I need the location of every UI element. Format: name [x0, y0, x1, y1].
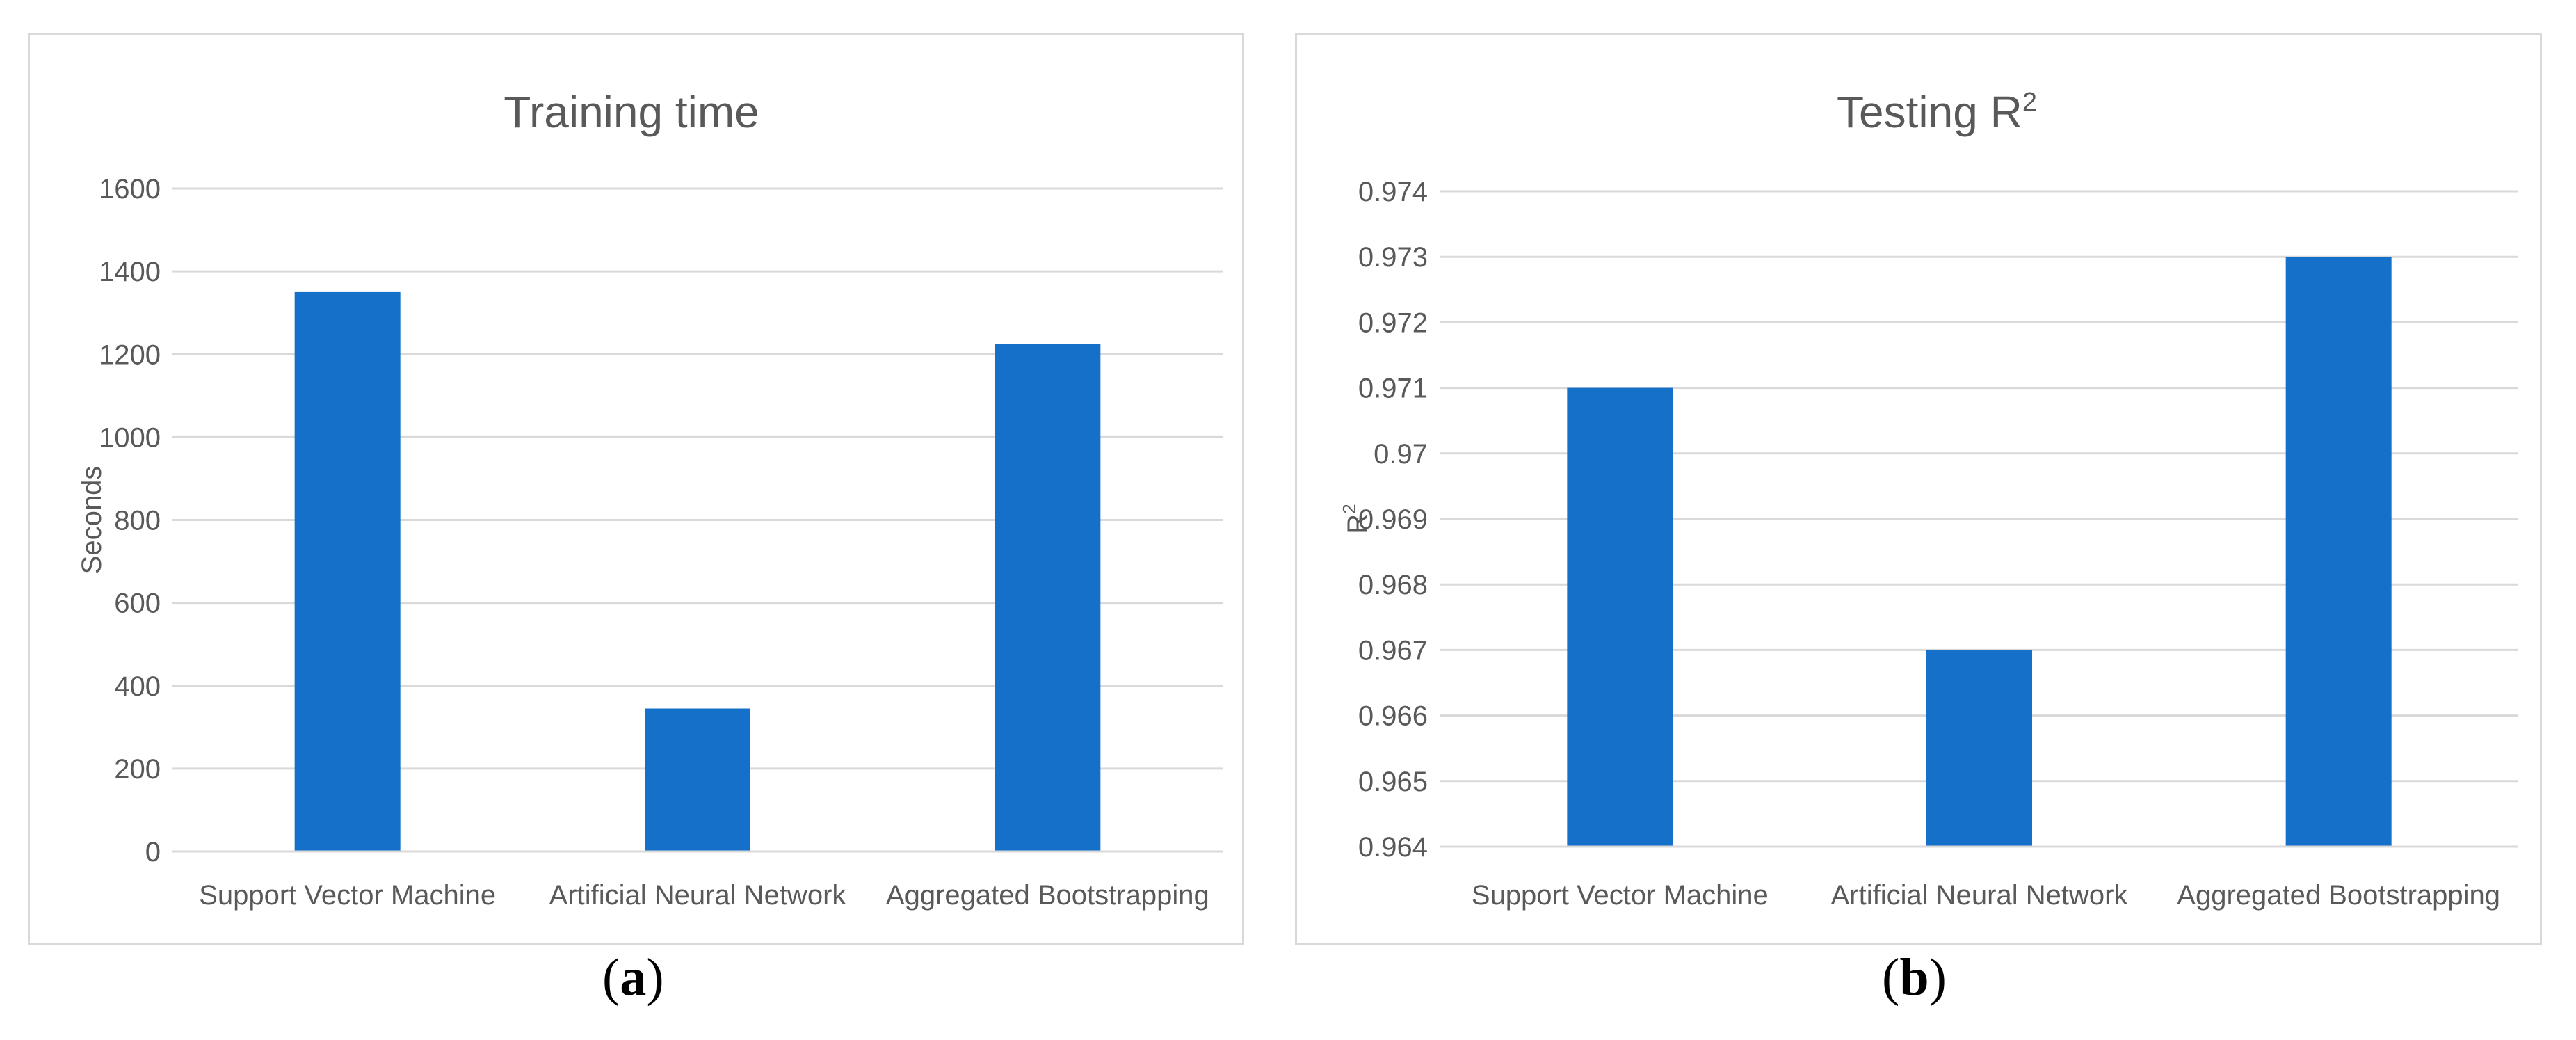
chart-title-text: Training time [504, 87, 759, 137]
panel-label-b-letter: b [1899, 948, 1929, 1007]
y-axis-title-text: Seconds [77, 466, 107, 575]
chart-title-superscript: 2 [2022, 88, 2037, 117]
x-category-label: Support Vector Machine [199, 880, 496, 911]
y-tick-label: 1400 [99, 257, 161, 287]
x-category-label: Artificial Neural Network [1831, 880, 2129, 911]
x-category-label: Aggregated Bootstrapping [2177, 880, 2500, 911]
y-axis-title: Seconds [77, 466, 107, 575]
x-category-label: Aggregated Bootstrapping [886, 880, 1209, 911]
y-tick-label: 0.966 [1358, 701, 1428, 732]
y-tick-label: 0.972 [1358, 307, 1428, 338]
y-tick-label: 600 [114, 589, 161, 619]
bar [2285, 257, 2392, 847]
chart-title: Training time [504, 87, 759, 137]
y-tick-label: 400 [114, 671, 161, 702]
chart-title-text: Testing R [1837, 87, 2022, 137]
y-tick-label: 200 [114, 754, 161, 785]
y-tick-label: 1200 [99, 339, 161, 370]
panel-label-a-letter: a [620, 948, 647, 1007]
bar [645, 708, 750, 851]
y-tick-label: 0.968 [1358, 570, 1428, 600]
y-tick-label: 800 [114, 506, 161, 536]
x-category-label: Support Vector Machine [1472, 880, 1769, 911]
bar [294, 291, 401, 851]
chart-title: Testing R2 [1837, 87, 2037, 137]
y-axis-title-text: R [1342, 514, 1373, 534]
y-tick-label: 0.97 [1374, 439, 1428, 470]
chart-training-time: Training time 0 200 400 600 800 1000 1200 1400 16… [77, 87, 1223, 911]
panel-label-b: (b) [1882, 948, 1947, 1007]
y-tick-label: 1000 [99, 422, 161, 453]
bar [1926, 650, 2032, 847]
y-tick-label: 0.965 [1358, 767, 1428, 797]
y-tick-label: 0.964 [1358, 832, 1428, 863]
y-tick-label: 1600 [99, 174, 161, 205]
bar [995, 344, 1101, 851]
bar [1567, 387, 1673, 847]
y-axis-title: R2 [1339, 504, 1373, 534]
panel-label-a: (a) [602, 948, 664, 1007]
x-category-label: Artificial Neural Network [549, 880, 847, 911]
y-tick-label: 0 [145, 837, 161, 867]
chart-panel-training-time: Training time 0 200 400 600 800 1000 1200 1400 16… [28, 33, 1244, 945]
y-tick-label: 0.967 [1358, 635, 1428, 666]
chart-panel-testing-r2: Testing R2 0.964 0.965 0.966 0.967 0.968 0.969… [1295, 33, 2542, 945]
y-axis-title-superscript: 2 [1339, 504, 1360, 513]
y-tick-label: 0.974 [1358, 177, 1428, 207]
chart-testing-r2: Testing R20.9640.9650.9660.9670.9680.969… [1339, 87, 2518, 911]
y-tick-label: 0.973 [1358, 242, 1428, 273]
y-tick-label: 0.971 [1358, 374, 1428, 404]
y-tick-label: 0.969 [1358, 504, 1428, 535]
